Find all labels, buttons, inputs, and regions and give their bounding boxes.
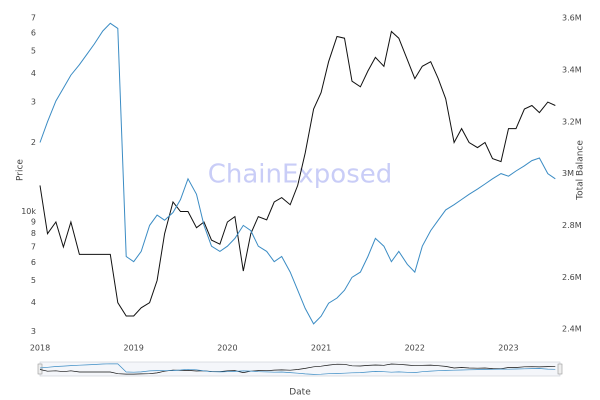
y-tick-label: 3 <box>31 98 36 107</box>
y2-tick-label: 3.2M <box>562 117 582 126</box>
y-tick-label: 7 <box>31 242 36 251</box>
x-tick-label: 2018 <box>30 344 50 353</box>
navigator-line <box>39 363 556 375</box>
x-tick-label: 2020 <box>217 344 237 353</box>
y2-axis-title: Total Balance <box>576 140 586 201</box>
x-tick-label: 2022 <box>405 344 425 353</box>
x-axis-title: Date <box>289 388 311 398</box>
y-axis-title: Price <box>16 159 26 181</box>
series-line <box>39 30 556 317</box>
y-tick-label: 9 <box>31 217 36 226</box>
y-tick-label: 5 <box>31 47 36 56</box>
y-tick-label: 6 <box>31 258 36 267</box>
navigator-line <box>39 363 556 375</box>
y-tick-label: 10k <box>21 207 36 216</box>
y2-tick-label: 2.6M <box>562 273 582 282</box>
y-tick-label: 5 <box>31 276 36 285</box>
y-tick-label: 4 <box>31 298 36 307</box>
y-tick-label: 4 <box>31 69 36 78</box>
series-line <box>39 22 556 325</box>
y2-tick-label: 3M <box>562 169 574 178</box>
y-tick-label: 6 <box>31 29 36 38</box>
y-tick-label: 2 <box>31 138 36 147</box>
x-tick-label: 2021 <box>311 344 331 353</box>
y2-tick-label: 2.4M <box>562 325 582 334</box>
y-tick-label: 3 <box>31 327 36 336</box>
x-tick-label: 2019 <box>124 344 144 353</box>
y2-tick-label: 3.6M <box>562 14 582 23</box>
y-tick-label: 7 <box>31 13 36 22</box>
navigator-handle[interactable] <box>557 363 563 375</box>
navigator-handle[interactable] <box>37 363 43 375</box>
y2-tick-label: 2.8M <box>562 221 582 230</box>
x-tick-label: 2023 <box>498 344 518 353</box>
y2-tick-label: 3.4M <box>562 65 582 74</box>
y-tick-label: 8 <box>31 229 36 238</box>
